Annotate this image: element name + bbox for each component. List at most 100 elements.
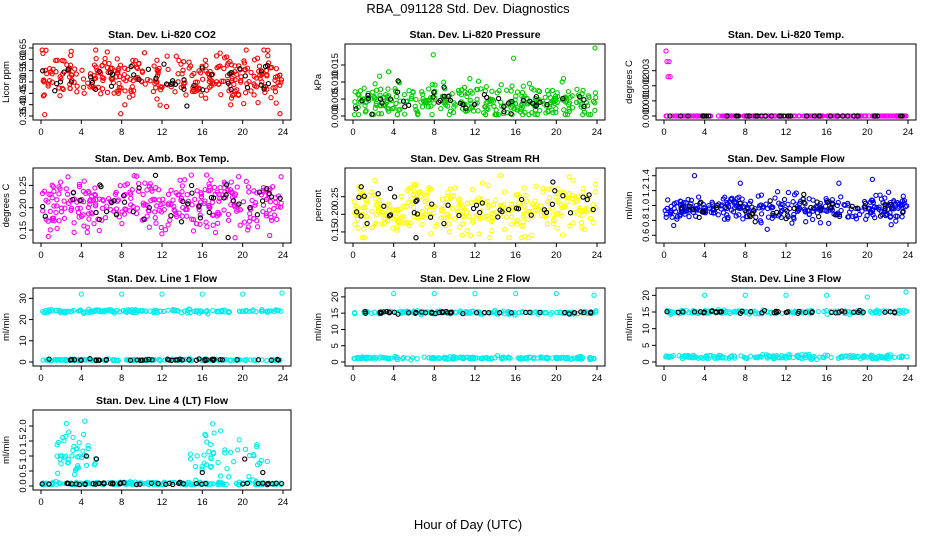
data-point [583,100,590,106]
data-point [411,210,417,216]
data-point [229,77,235,84]
data-point [664,309,670,315]
data-point [800,196,806,202]
data-point [57,79,64,85]
data-point [693,202,699,209]
data-point [408,196,414,202]
data-point [364,220,370,227]
data-point [351,111,358,118]
data-point [197,70,204,76]
data-point [278,174,284,180]
y-tick-label: 15 [641,307,652,318]
data-point [244,65,251,71]
data-point [580,190,586,196]
data-point [497,207,503,213]
data-point [665,197,671,203]
data-point [400,98,407,104]
x-tick-label: 16 [821,250,832,261]
data-point [214,64,220,71]
data-point [91,62,98,68]
data-point [413,198,419,205]
data-point [849,203,855,210]
data-point [767,198,773,204]
data-point [229,75,235,82]
data-point [185,201,191,207]
data-point [198,191,205,197]
data-point [372,105,378,111]
data-point [740,216,746,222]
data-point [422,310,429,316]
data-point [580,87,586,94]
data-point [122,191,128,198]
data-point [391,290,397,297]
data-point [252,200,259,206]
data-point [882,206,888,212]
data-point [77,205,83,211]
data-point [672,113,678,119]
data-point [671,201,678,207]
x-tick-label: 0 [661,250,666,261]
data-point [874,113,881,119]
data-point [105,195,112,202]
data-point [179,357,186,363]
data-point [88,210,94,216]
data-point [669,214,675,220]
data-point [587,215,594,222]
data-point [408,357,414,363]
data-point [791,205,797,212]
data-point [268,357,275,363]
data-point [220,78,227,84]
data-point [542,94,548,101]
data-point [65,460,71,466]
data-point [61,215,68,222]
data-point [189,88,195,95]
data-point [521,211,527,217]
data-point [413,181,419,188]
data-point [372,177,378,184]
data-point [489,218,495,224]
data-point [155,187,162,193]
data-point [758,192,765,198]
data-point [561,107,567,113]
data-point [154,310,160,316]
data-point [70,190,77,196]
x-tick-label: 12 [157,250,168,261]
data-point [152,172,159,179]
data-point [703,113,709,119]
data-point [823,308,830,314]
data-point [251,92,257,98]
data-point [272,307,279,313]
data-point [264,357,270,364]
data-point [400,354,407,361]
data-point [541,101,547,107]
data-point [146,204,152,211]
data-point [513,221,520,227]
x-tick-label: 0 [38,127,43,138]
data-point [742,309,748,315]
data-point [271,212,278,218]
data-point [184,213,190,219]
data-point [451,216,458,222]
data-point [533,183,539,189]
data-point [590,98,597,105]
data-point [553,354,559,361]
data-point [68,52,74,59]
data-point [150,88,157,95]
data-point [795,310,801,316]
x-tick-label: 4 [391,127,396,138]
data-point [153,220,159,226]
series-red [39,47,285,118]
data-point [526,80,533,87]
data-point [768,113,775,119]
data-point [430,210,437,216]
data-point [570,177,576,183]
x-tick-label: 16 [821,127,832,138]
data-point [581,109,588,115]
data-point [590,220,597,226]
data-point [848,354,854,360]
data-point [891,309,898,315]
data-point [399,220,405,227]
data-point [904,308,910,314]
data-point [156,197,162,203]
data-point [384,217,391,224]
